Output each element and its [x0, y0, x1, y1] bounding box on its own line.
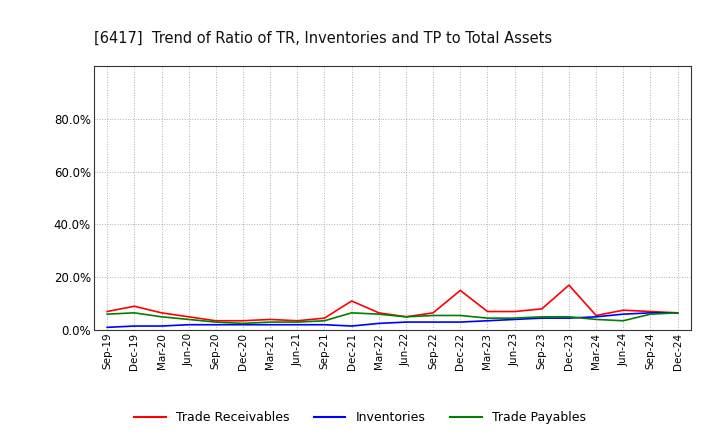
Inventories [646, 310, 654, 315]
Trade Payables [429, 313, 438, 318]
Inventories [592, 314, 600, 319]
Trade Receivables [537, 306, 546, 312]
Inventories [320, 322, 329, 327]
Inventories [239, 322, 248, 327]
Inventories [130, 323, 139, 329]
Trade Receivables [103, 309, 112, 314]
Inventories [510, 317, 519, 322]
Inventories [374, 321, 383, 326]
Trade Payables [456, 313, 464, 318]
Trade Receivables [673, 310, 682, 315]
Trade Payables [293, 319, 302, 325]
Trade Payables [592, 317, 600, 322]
Inventories [157, 323, 166, 329]
Trade Receivables [266, 317, 274, 322]
Trade Payables [103, 312, 112, 317]
Trade Payables [157, 314, 166, 319]
Trade Receivables [456, 288, 464, 293]
Inventories [673, 310, 682, 315]
Text: [6417]  Trend of Ratio of TR, Inventories and TP to Total Assets: [6417] Trend of Ratio of TR, Inventories… [94, 31, 552, 46]
Legend: Trade Receivables, Inventories, Trade Payables: Trade Receivables, Inventories, Trade Pa… [130, 407, 590, 429]
Trade Payables [212, 319, 220, 325]
Inventories [483, 318, 492, 323]
Trade Payables [130, 310, 139, 315]
Trade Payables [374, 312, 383, 317]
Trade Payables [646, 312, 654, 317]
Trade Payables [510, 315, 519, 321]
Inventories [402, 319, 410, 325]
Inventories [212, 322, 220, 327]
Trade Payables [266, 319, 274, 325]
Trade Payables [184, 317, 193, 322]
Trade Receivables [592, 313, 600, 318]
Inventories [456, 319, 464, 325]
Inventories [103, 325, 112, 330]
Inventories [619, 312, 628, 317]
Trade Payables [347, 310, 356, 315]
Line: Trade Receivables: Trade Receivables [107, 285, 678, 321]
Trade Receivables [239, 318, 248, 323]
Trade Receivables [374, 310, 383, 315]
Inventories [184, 322, 193, 327]
Trade Receivables [510, 309, 519, 314]
Trade Receivables [212, 318, 220, 323]
Inventories [429, 319, 438, 325]
Trade Payables [239, 321, 248, 326]
Trade Receivables [320, 315, 329, 321]
Trade Payables [483, 315, 492, 321]
Trade Receivables [646, 309, 654, 314]
Trade Receivables [157, 310, 166, 315]
Trade Receivables [564, 282, 573, 288]
Trade Receivables [429, 310, 438, 315]
Trade Receivables [619, 308, 628, 313]
Trade Payables [537, 314, 546, 319]
Trade Receivables [347, 298, 356, 304]
Trade Payables [619, 318, 628, 323]
Inventories [293, 322, 302, 327]
Trade Receivables [184, 314, 193, 319]
Inventories [537, 315, 546, 321]
Trade Receivables [402, 314, 410, 319]
Line: Trade Payables: Trade Payables [107, 313, 678, 323]
Line: Inventories: Inventories [107, 313, 678, 327]
Inventories [266, 322, 274, 327]
Trade Payables [320, 318, 329, 323]
Inventories [564, 315, 573, 321]
Trade Payables [402, 314, 410, 319]
Trade Payables [673, 310, 682, 315]
Trade Receivables [130, 304, 139, 309]
Trade Receivables [483, 309, 492, 314]
Trade Payables [564, 314, 573, 319]
Inventories [347, 323, 356, 329]
Trade Receivables [293, 318, 302, 323]
